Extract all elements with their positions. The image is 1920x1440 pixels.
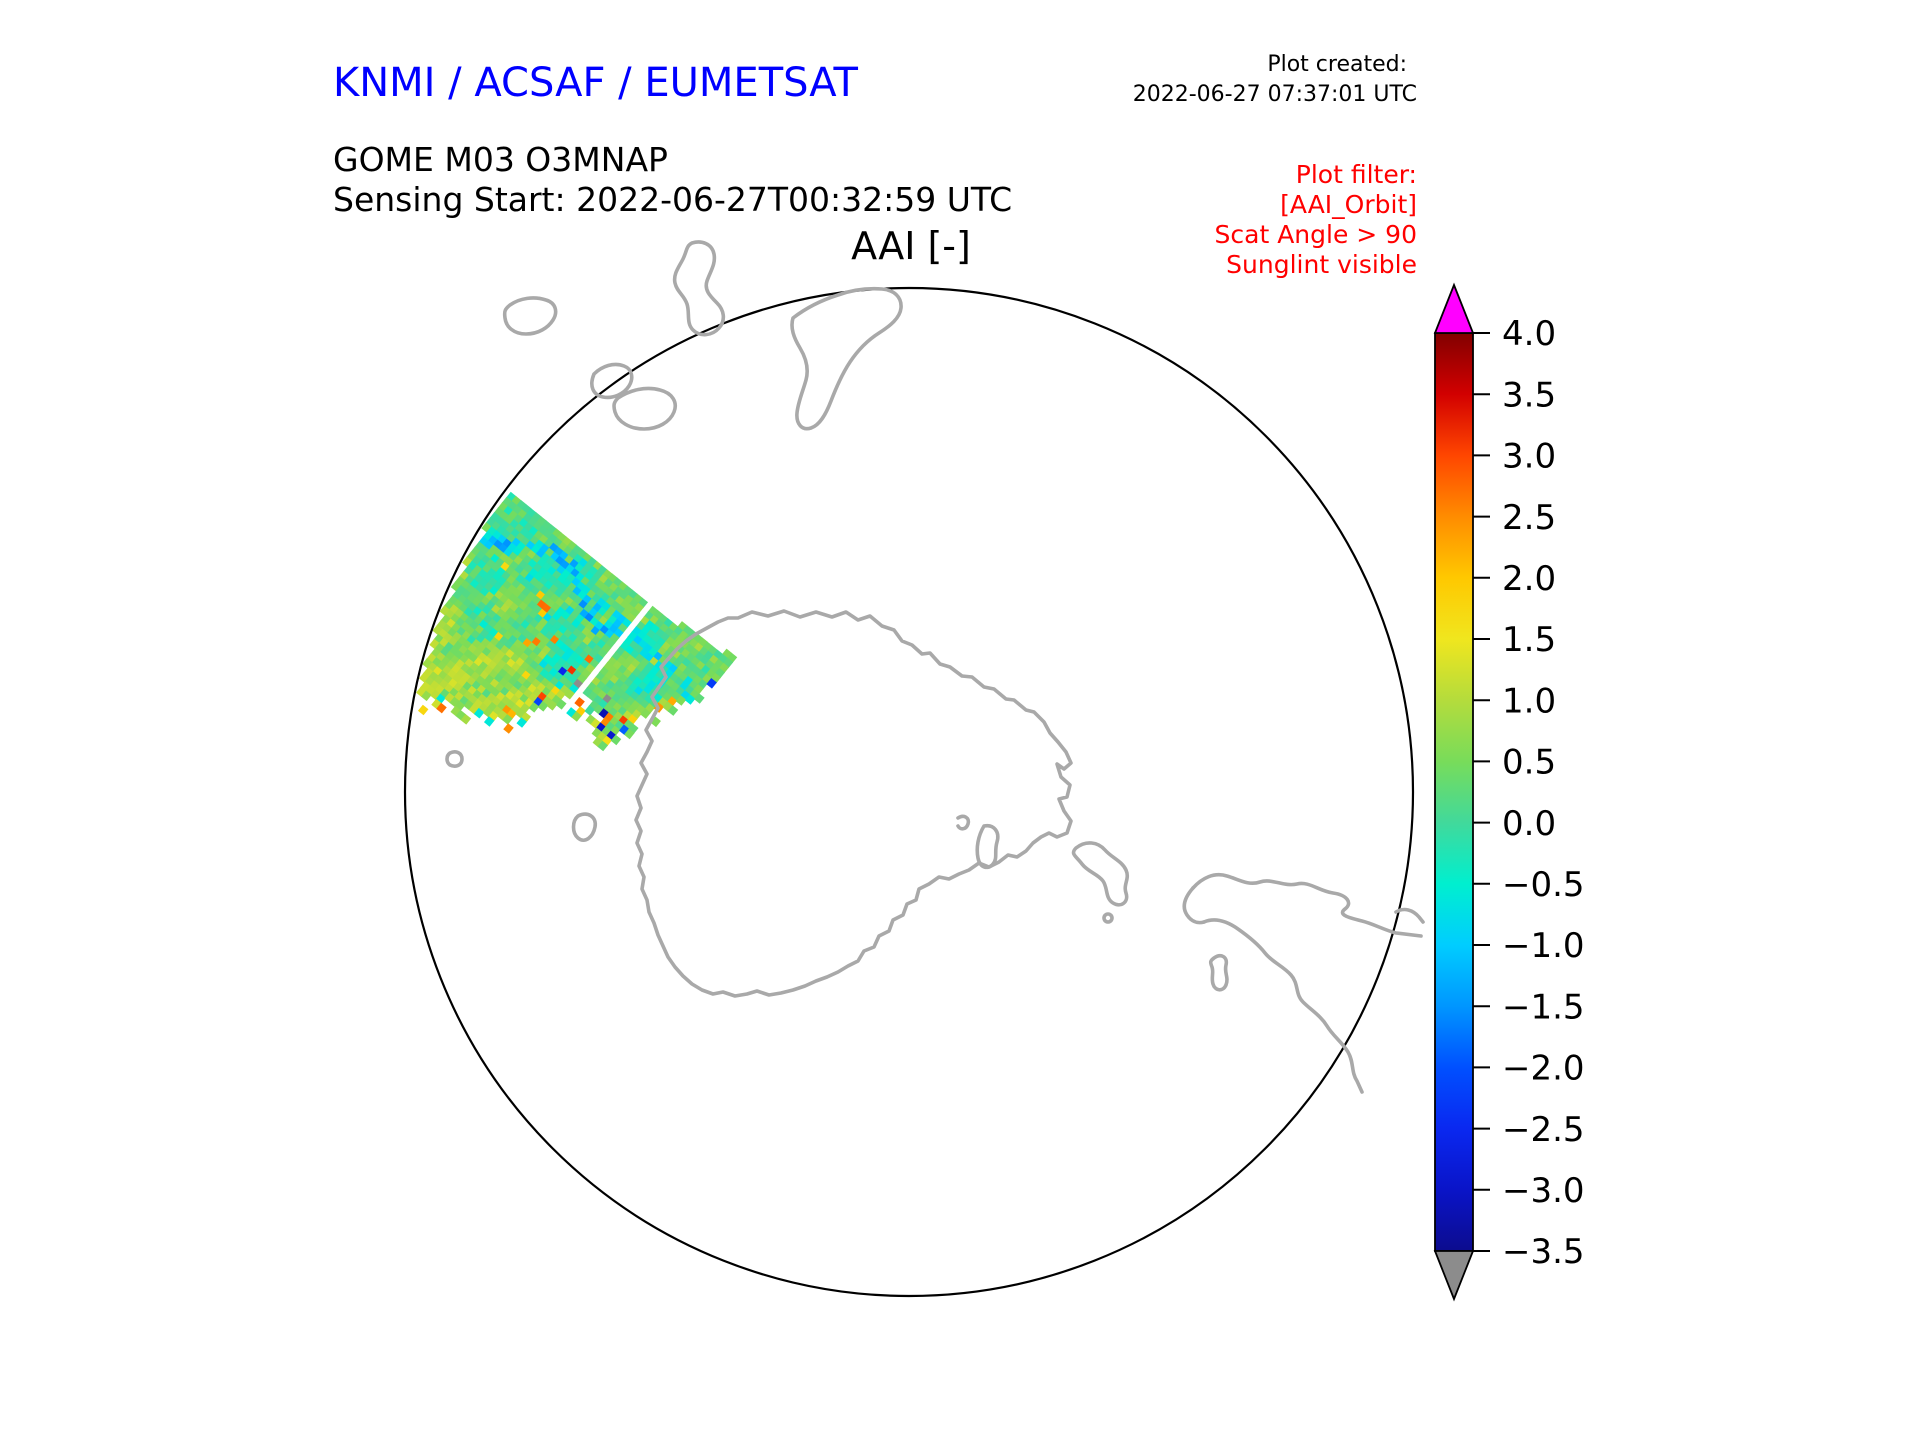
colorbar-tick-label: −2.0	[1502, 1049, 1585, 1089]
colorbar-tick-label: 3.5	[1502, 375, 1556, 415]
coastline-islet-ring	[975, 823, 1000, 870]
map-boundary-circle	[403, 286, 1415, 1298]
colorbar-tick-label: −1.0	[1502, 926, 1585, 966]
coastline-island-top-center	[672, 240, 726, 337]
plot-filter-title: Plot filter:	[1295, 160, 1417, 189]
coastline-island-top-left	[502, 296, 558, 336]
antarctica-coastline	[634, 609, 1073, 998]
colorbar-tick-label: 3.0	[1502, 437, 1556, 477]
coastline-islet-dot	[1102, 912, 1114, 924]
colorbar-tick-label: −0.5	[1502, 865, 1585, 905]
coastline-island-arc-b	[612, 386, 677, 431]
colorbar-tick-label: 2.5	[1502, 498, 1556, 538]
coastline-islet-hook	[956, 814, 971, 831]
colorbar-tick-label: 0.5	[1502, 743, 1556, 783]
colorbar-tick-label: 1.0	[1502, 681, 1556, 721]
product-block: GOME M03 O3MNAP Sensing Start: 2022-06-2…	[333, 140, 1012, 220]
plot-filter-block: Plot filter: [AAI_Orbit] Scat Angle > 90…	[1215, 160, 1417, 280]
coastline-tdf-west-hook	[1182, 886, 1206, 925]
colorbar-tick-label: 4.0	[1502, 314, 1556, 354]
product-title: GOME M03 O3MNAP	[333, 140, 668, 179]
coastline-island-arc-a	[590, 362, 634, 400]
colorbar-tick-label: −1.5	[1502, 987, 1585, 1027]
coastline-south-georgia	[1071, 841, 1130, 907]
colorbar-tick-label: 2.0	[1502, 559, 1556, 599]
institute-title: KNMI / ACSAF / EUMETSAT	[333, 60, 858, 106]
colorbar-under-arrow	[1433, 1250, 1475, 1302]
colorbar: 4.0 3.5 3.0 2.5 2.0 1.5 1.0 0.5 0.0 −0.5 −1.0 −1.5 −…	[1433, 282, 1585, 1302]
data-swath	[416, 491, 738, 752]
sensing-start: Sensing Start: 2022-06-27T00:32:59 UTC	[333, 180, 1013, 219]
plot-filter-line-1: [AAI_Orbit]	[1280, 190, 1417, 219]
colorbar-bar	[1434, 332, 1474, 1252]
coastline-island-top-right	[790, 286, 903, 431]
colorbar-tick-label: −3.0	[1502, 1171, 1585, 1211]
coastlines	[445, 240, 1425, 1094]
coastline-islet-west	[445, 750, 464, 768]
colorbar-tick-label: 1.5	[1502, 620, 1556, 660]
plot-created-timestamp: 2022-06-27 07:37:01 UTC	[1132, 82, 1417, 107]
coastline-tdf-south	[1202, 918, 1364, 1094]
colorbar-tick-label: −3.5	[1502, 1232, 1585, 1272]
coastline-islet-offshore	[571, 812, 598, 842]
map-title: AAI [-]	[851, 224, 971, 268]
coastline-tdf-east-piece	[1394, 907, 1425, 924]
plot-filter-line-2: Scat Angle > 90	[1214, 220, 1417, 249]
plot-filter-line-3: Sunglint visible	[1226, 250, 1417, 279]
colorbar-over-arrow	[1433, 282, 1475, 334]
plot-created-block: Plot created: 2022-06-27 07:37:01 UTC	[1133, 50, 1417, 110]
coastline-tdf-north	[1191, 872, 1423, 938]
colorbar-tick-label: 0.0	[1502, 804, 1556, 844]
coastline-tdf-islet	[1208, 954, 1229, 992]
plot-created-label: Plot created:	[1267, 52, 1407, 77]
colorbar-tick-label: −2.5	[1502, 1110, 1585, 1150]
